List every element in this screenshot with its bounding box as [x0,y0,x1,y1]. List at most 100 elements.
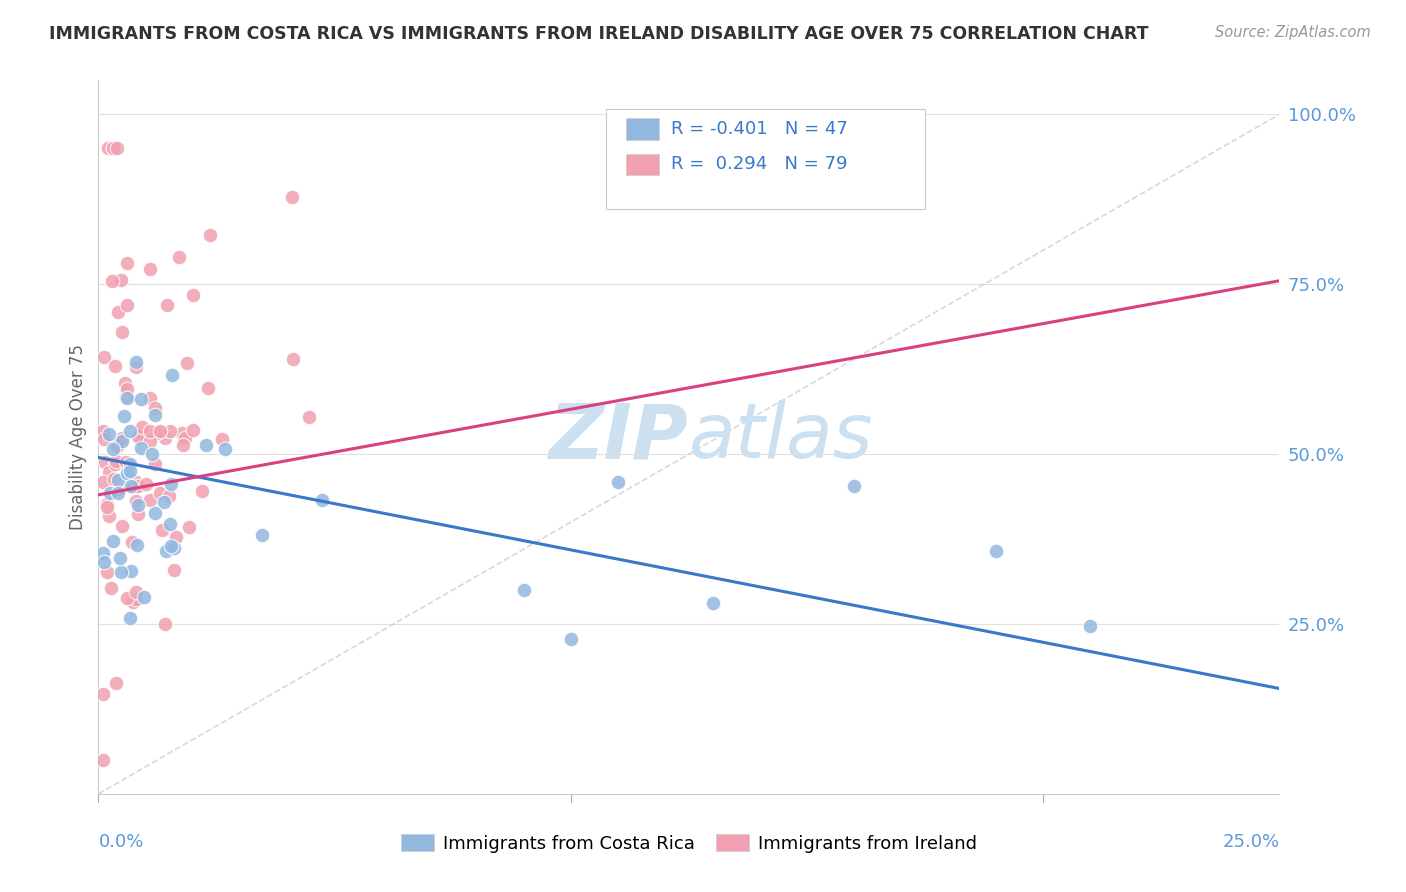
Point [104,457,127,471]
Point [162,368,184,382]
Point [94,454,117,468]
Point [127,507,149,521]
Point [163,563,186,577]
Point [512,583,534,598]
Point [107,473,129,487]
Point [167,250,190,264]
Point [114,376,136,391]
Point [145,425,167,440]
Point [124,354,146,368]
Point [115,256,138,270]
Point [197,381,219,395]
Point [125,538,148,552]
Point [96,500,118,514]
Point [96,497,118,511]
Point [127,479,149,493]
Point [105,439,128,453]
Point [93,556,115,570]
Point [155,544,177,558]
Point [152,523,174,537]
Point [101,534,124,549]
Point [176,356,198,370]
Point [117,591,139,605]
Point [211,433,233,447]
Point [120,564,142,578]
Point [143,506,166,520]
Point [984,543,1007,558]
Point [198,227,221,242]
Point [91,475,114,490]
Point [311,493,333,508]
Point [138,261,160,276]
FancyBboxPatch shape [626,118,659,139]
Point [98,426,121,441]
Point [172,438,194,452]
Point [560,632,582,647]
Point [181,423,204,437]
Text: Source: ZipAtlas.com: Source: ZipAtlas.com [1215,25,1371,40]
Legend: Immigrants from Costa Rica, Immigrants from Ireland: Immigrants from Costa Rica, Immigrants f… [401,834,977,853]
Text: 25.0%: 25.0% [1222,833,1279,851]
Point [122,479,145,493]
Point [101,141,124,155]
Point [98,486,121,500]
Point [702,596,724,610]
Point [159,425,181,439]
Point [1080,618,1102,632]
Point [118,424,141,438]
Point [125,584,148,599]
Point [107,438,129,452]
Text: atlas: atlas [689,401,873,474]
Point [607,475,630,489]
Point [135,477,157,491]
Point [111,519,134,533]
Point [131,420,153,434]
Point [139,434,162,448]
Point [298,409,321,424]
Point [153,431,176,445]
Point [122,595,145,609]
Point [98,508,121,523]
Point [153,616,176,631]
Text: IMMIGRANTS FROM COSTA RICA VS IMMIGRANTS FROM IRELAND DISABILITY AGE OVER 75 COR: IMMIGRANTS FROM COSTA RICA VS IMMIGRANTS… [49,25,1149,43]
Point [165,530,187,544]
Point [104,454,127,468]
Point [160,539,183,553]
Point [105,676,128,690]
Point [157,490,180,504]
Point [149,424,172,438]
Point [111,434,134,448]
Point [98,465,121,479]
Point [107,486,129,500]
Point [141,447,163,461]
Point [101,141,124,155]
Point [93,432,115,446]
FancyBboxPatch shape [606,109,925,209]
Point [179,519,201,533]
Point [118,458,141,472]
Point [115,298,138,312]
Point [125,475,148,489]
Point [101,274,124,288]
Text: R = -0.401   N = 47: R = -0.401 N = 47 [671,120,848,137]
Point [159,517,181,532]
Point [281,351,304,366]
Point [93,350,115,364]
Point [128,431,150,445]
Point [170,425,193,440]
Point [110,565,132,579]
Point [110,273,132,287]
Point [250,528,273,542]
Point [108,482,131,496]
Point [127,429,149,443]
Point [125,591,148,606]
Point [143,457,166,471]
Point [105,141,128,155]
Point [121,534,143,549]
Text: R =  0.294   N = 79: R = 0.294 N = 79 [671,155,848,173]
Point [163,541,186,555]
Point [96,565,118,579]
Point [139,424,162,438]
Point [111,431,134,445]
Point [112,409,135,423]
